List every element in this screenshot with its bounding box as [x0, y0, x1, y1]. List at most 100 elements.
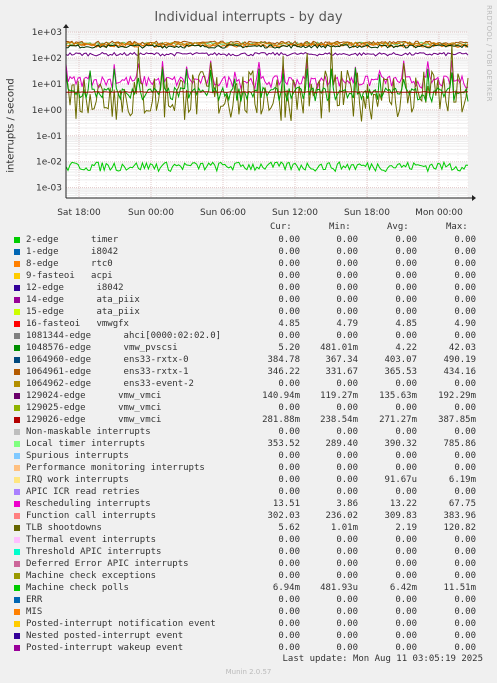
legend-swatch: [14, 333, 20, 339]
legend-cur: 0.00: [278, 619, 300, 629]
legend-cur: 0.00: [278, 535, 300, 545]
legend-label: 2-edge timer: [26, 235, 119, 245]
legend-label: 129024-edge vmw_vmci: [26, 391, 162, 401]
legend-swatch: [14, 273, 20, 279]
legend-min: 0.00: [336, 451, 358, 461]
y-tick-label: 1e+01: [32, 80, 62, 90]
legend-avg: 0.00: [395, 295, 417, 305]
legend-swatch: [14, 237, 20, 243]
x-axis-arrow: [472, 195, 476, 201]
legend-cur: 0.00: [278, 607, 300, 617]
legend-avg: 4.22: [395, 343, 417, 353]
legend-avg: 0.00: [395, 631, 417, 641]
legend-max: 0.00: [454, 643, 476, 653]
legend-row: Performance monitoring interrupts 0.00 0.0…: [0, 462, 497, 474]
header-min: Min:: [329, 222, 351, 232]
legend-label: Spurious interrupts: [26, 451, 129, 461]
legend-label: 16-fasteoi vmwgfx: [26, 319, 129, 329]
legend-avg: 0.00: [395, 535, 417, 545]
chart-title: Individual interrupts - by day: [154, 10, 343, 25]
legend-min: 0.00: [336, 235, 358, 245]
legend-max: 0.00: [454, 307, 476, 317]
legend-cur: 0.00: [278, 595, 300, 605]
legend-label: 129026-edge vmw_vmci: [26, 415, 162, 425]
series-line-5: [65, 51, 469, 57]
legend-label: Function call interrupts: [26, 511, 157, 521]
legend-max: 383.96: [443, 511, 476, 521]
legend-max: 0.00: [454, 619, 476, 629]
legend-min: 0.00: [336, 475, 358, 485]
legend-max: 387.85m: [438, 415, 476, 425]
legend-row: 16-fasteoi vmwgfx 4.85 4.79 4.85 4.90: [0, 318, 497, 330]
legend-row: 129026-edge vmw_vmci 281.88m 238.54m 271.27…: [0, 414, 497, 426]
series-line-6: [65, 60, 469, 91]
legend-min: 0.00: [336, 307, 358, 317]
legend-avg: 4.85: [395, 319, 417, 329]
legend-cur: 0.00: [278, 475, 300, 485]
legend-cur: 0.00: [278, 571, 300, 581]
legend-row: Machine check polls 6.94m 481.93u 6.42m 11.5…: [0, 582, 497, 594]
legend-label: IRQ work interrupts: [26, 475, 129, 485]
legend-swatch: [14, 369, 20, 375]
legend-swatch: [14, 261, 20, 267]
legend-avg: 403.07: [384, 355, 417, 365]
legend-avg: 0.00: [395, 331, 417, 341]
legend-max: 0.00: [454, 487, 476, 497]
legend-avg: 0.00: [395, 271, 417, 281]
legend-min: 0.00: [336, 607, 358, 617]
legend-max: 0.00: [454, 535, 476, 545]
y-tick-label: 1e-01: [36, 132, 62, 142]
legend-max: 42.03: [448, 343, 476, 353]
legend-swatch: [14, 309, 20, 315]
legend-row: 1-edge i8042 0.00 0.00 0.00 0.00: [0, 246, 497, 258]
chart-plot: 1e-03 1e-02 1e-01 1e+00 1e+01 1e+02 1e+03 Sat 1…: [32, 24, 476, 218]
legend-row: 8-edge rtc0 0.00 0.00 0.00 0.00: [0, 258, 497, 270]
legend-row: Spurious interrupts 0.00 0.00 0.00 0.00: [0, 450, 497, 462]
legend-swatch: [14, 561, 20, 567]
legend-cur: 0.00: [278, 631, 300, 641]
series-line-9: [66, 91, 469, 93]
legend-min: 289.40: [325, 439, 358, 449]
legend-label: Machine check exceptions: [26, 571, 157, 581]
legend-cur: 5.62: [278, 523, 300, 533]
legend-cur: 0.00: [278, 403, 300, 413]
rrdtool-credit: RRDTOOL / TOBI OETIKER: [485, 5, 493, 102]
legend-cur: 0.00: [278, 331, 300, 341]
legend-cur: 0.00: [278, 559, 300, 569]
legend-min: 238.54m: [320, 415, 358, 425]
legend-min: 0.00: [336, 559, 358, 569]
legend-max: 0.00: [454, 451, 476, 461]
legend-avg: 0.00: [395, 595, 417, 605]
legend-label: ERR: [26, 595, 43, 605]
legend-min: 0.00: [336, 595, 358, 605]
legend-min: 0.00: [336, 427, 358, 437]
legend-row: Thermal event interrupts 0.00 0.00 0.00 0.00: [0, 534, 497, 546]
legend-swatch: [14, 405, 20, 411]
legend-row: 1081344-edge ahci[0000:02:02.0] 0.00 0.00 0…: [0, 330, 497, 342]
legend-avg: 271.27m: [379, 415, 417, 425]
legend-swatch: [14, 345, 20, 351]
legend-min: 0.00: [336, 403, 358, 413]
legend-label: MIS: [26, 607, 43, 617]
legend-min: 0.00: [336, 571, 358, 581]
legend-swatch: [14, 609, 20, 615]
legend-row: Posted-interrupt notification event 0.00 0…: [0, 618, 497, 630]
legend-avg: 13.22: [389, 499, 417, 509]
legend-swatch: [14, 441, 20, 447]
legend-max: 67.75: [448, 499, 476, 509]
legend-swatch: [14, 537, 20, 543]
legend-swatch: [14, 525, 20, 531]
legend-min: 119.27m: [320, 391, 358, 401]
legend-max: 0.00: [454, 427, 476, 437]
legend-swatch: [14, 465, 20, 471]
legend-max: 6.19m: [448, 475, 476, 485]
legend-max: 0.00: [454, 295, 476, 305]
legend-label: Thermal event interrupts: [26, 535, 157, 545]
legend-row: 1064962-edge ens33-event-2 0.00 0.00 0.00 0.…: [0, 378, 497, 390]
legend-max: 192.29m: [438, 391, 476, 401]
legend-avg: 0.00: [395, 451, 417, 461]
legend-min: 367.34: [325, 355, 358, 365]
header-max: Max:: [446, 222, 468, 232]
legend-cur: 6.94m: [272, 583, 300, 593]
legend-label: 1064960-edge ens33-rxtx-0: [26, 355, 189, 365]
